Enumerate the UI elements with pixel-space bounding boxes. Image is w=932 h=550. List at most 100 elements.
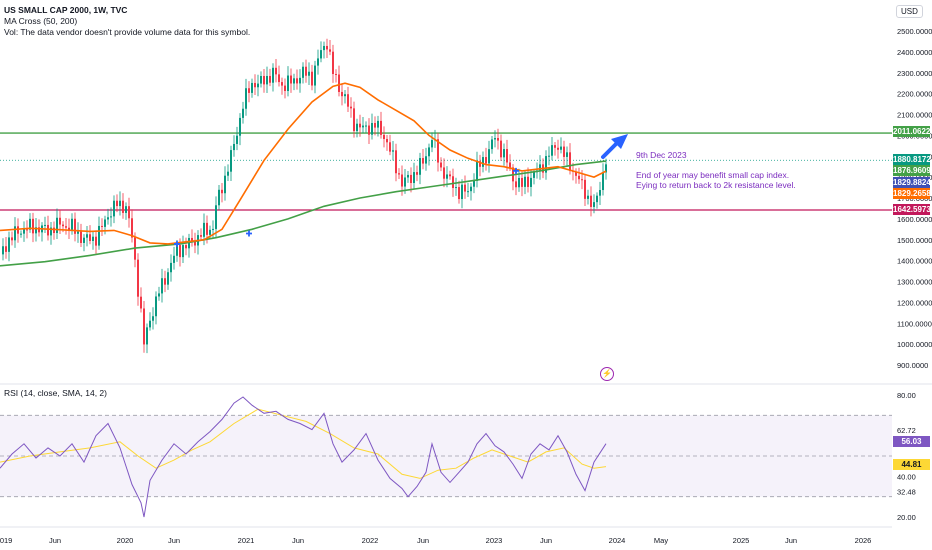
candle-body: [428, 147, 430, 157]
time-tick-label: 2023: [486, 536, 503, 545]
annotation-date[interactable]: 9th Dec 2023: [636, 150, 687, 160]
time-tick-label: May: [654, 536, 668, 545]
candle-body: [578, 175, 580, 180]
candle-body: [326, 45, 328, 50]
candle-body: [62, 224, 64, 227]
candle-body: [35, 227, 37, 234]
currency-label[interactable]: USD: [896, 5, 923, 18]
up-arrow-drawing[interactable]: [601, 134, 628, 159]
candle-body: [23, 229, 25, 234]
candle-body: [314, 65, 316, 86]
candle-body: [320, 50, 322, 59]
candle-body: [212, 228, 214, 230]
horizontal-lines[interactable]: [0, 132, 892, 211]
candle-body: [161, 278, 163, 294]
legend-symbol[interactable]: US SMALL CAP 2000, 1W, TVC: [4, 5, 127, 16]
candle-body: [68, 227, 70, 230]
candle-body: [176, 245, 178, 256]
candle-body: [146, 327, 148, 345]
symbol-title[interactable]: US SMALL CAP 2000, 1W, TVC: [4, 5, 128, 15]
candle-body: [533, 172, 535, 178]
time-tick-label: 2025: [733, 536, 750, 545]
candle-body: [119, 200, 121, 207]
blue-price-tag: 1829.8824: [893, 177, 931, 188]
candle-body: [218, 189, 220, 206]
candle-body: [455, 187, 457, 189]
candle-body: [224, 175, 226, 194]
candle-body: [131, 218, 133, 238]
candle-body: [464, 184, 466, 192]
candle-body: [446, 174, 448, 179]
time-tick-label: Jun: [540, 536, 552, 545]
legend-ma-cross[interactable]: MA Cross (50, 200): [4, 16, 78, 26]
candle-body: [593, 202, 595, 207]
candle-body: [416, 172, 418, 175]
candle-body: [470, 186, 472, 192]
candle-body: [317, 58, 319, 66]
candle-body: [263, 75, 265, 85]
time-tick-label: Jun: [292, 536, 304, 545]
candle-body: [278, 74, 280, 83]
candle-body: [476, 161, 478, 181]
candle-body: [86, 234, 88, 238]
candle-body: [77, 231, 79, 234]
price-tick-label: 1100.0000: [897, 319, 932, 328]
candle-body: [209, 229, 211, 235]
candle-body: [269, 75, 271, 83]
candle-body: [221, 189, 223, 194]
candle-body: [281, 82, 283, 86]
candle-body: [239, 117, 241, 136]
price-tick-label: 2500.0000: [897, 27, 932, 36]
candle-body: [425, 156, 427, 164]
candle-body: [89, 234, 91, 241]
candle-body: [248, 88, 250, 93]
candle-body: [71, 218, 73, 230]
candle-body: [527, 176, 529, 187]
candle-body: [53, 227, 55, 234]
rsi-tick-label: 62.72: [897, 426, 916, 435]
candle-body: [443, 167, 445, 179]
candle-body: [377, 120, 379, 128]
rsi-ma-line: [0, 408, 607, 479]
time-tick-label: 2021: [238, 536, 255, 545]
legend-rsi[interactable]: RSI (14, close, SMA, 14, 2): [4, 388, 107, 398]
candle-body: [485, 157, 487, 164]
time-axis[interactable]: 2019 Jun 2020 Jun 2021 Jun 2022 Jun 2023 Jun 2024 M…: [0, 536, 871, 545]
price-tick-label: 2200.0000: [897, 90, 932, 99]
annotation-line-2[interactable]: Eying to return back to 2k resistance le…: [636, 180, 796, 190]
price-tick-label: 1500.0000: [897, 236, 932, 245]
candle-body: [125, 206, 127, 213]
candle-body: [341, 91, 343, 97]
ma-cross-marker: [513, 167, 519, 174]
candle-body: [515, 181, 517, 188]
candle-body: [356, 123, 358, 132]
candle-body: [74, 218, 76, 234]
rsi-tick-label: 80.00: [897, 391, 916, 400]
candle-body: [50, 227, 52, 236]
cross-markers: [174, 167, 519, 247]
candle-body: [92, 236, 94, 241]
price-tick-label: 2300.0000: [897, 69, 932, 78]
candle-body: [359, 123, 361, 128]
legend-volume[interactable]: Vol: The data vendor doesn't provide vol…: [4, 27, 251, 37]
candle-body: [164, 278, 166, 285]
candle-body: [170, 262, 172, 273]
candle-body: [140, 296, 142, 309]
candle-body: [509, 162, 511, 168]
lightning-icon[interactable]: ⚡: [600, 367, 614, 381]
candle-body: [437, 139, 439, 163]
candle-body: [113, 200, 115, 217]
candle-body: [191, 237, 193, 242]
annotation-line-1[interactable]: End of year may benefit small cap index.: [636, 170, 790, 180]
candle-body: [299, 77, 301, 84]
candle-body: [398, 173, 400, 175]
candle-body: [389, 142, 391, 152]
main-pane: [0, 0, 892, 384]
candle-body: [575, 171, 577, 176]
rsi-band: [0, 414, 892, 498]
candle-body: [173, 255, 175, 263]
candle-body: [32, 218, 34, 234]
candle-body: [350, 106, 352, 109]
